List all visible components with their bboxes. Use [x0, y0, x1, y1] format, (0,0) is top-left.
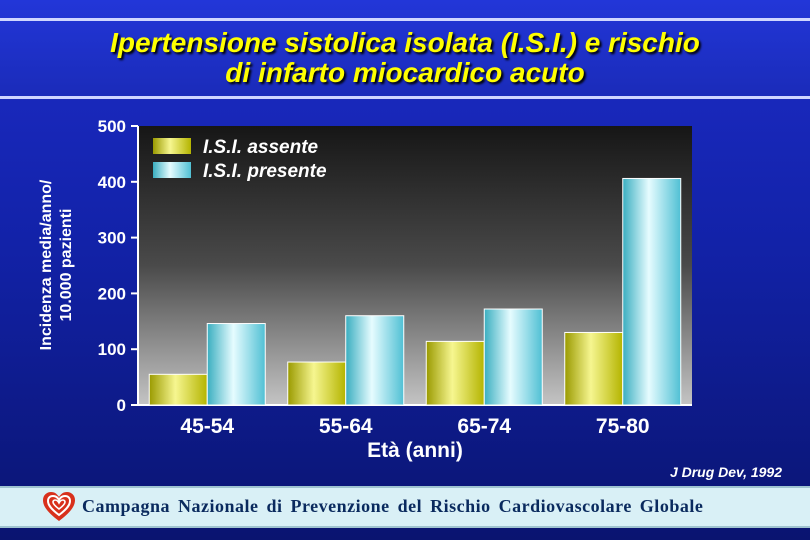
bar-isi-presente	[483, 308, 543, 406]
x-axis: 45-54 55-64 65-74 75-80	[138, 404, 692, 438]
y-axis-label: Incidenza media/anno/ 10.000 pazienti	[38, 179, 75, 350]
bar-chart: 0 100 200 300 400 500 45-54 55-64 65-74 75-80 I.…	[38, 117, 692, 462]
bar-isi-assente	[564, 331, 624, 406]
legend-label-presente: I.S.I. presente	[203, 161, 327, 182]
legend-swatch-assente	[153, 138, 191, 154]
bar-isi-assente	[287, 361, 347, 406]
legend-label-assente: I.S.I. assente	[203, 137, 319, 158]
y-axis-label-line-1: Incidenza media/anno/	[38, 179, 55, 350]
title-bottom-rule	[0, 96, 810, 99]
y-axis: 0 100 200 300 400 500	[98, 117, 139, 415]
title-top-rule	[0, 18, 810, 21]
bar-isi-presente	[622, 177, 682, 406]
legend-swatch-presente	[153, 162, 191, 178]
bars	[148, 177, 682, 406]
title-line-2: di infarto miocardico acuto	[225, 57, 585, 88]
y-tick-label: 0	[117, 396, 126, 415]
title-band	[0, 0, 810, 100]
x-tick-label: 65-74	[457, 415, 511, 438]
bar-isi-assente	[148, 373, 208, 406]
y-axis-label-line-2: 10.000 pazienti	[58, 209, 75, 322]
slide-title: Ipertensione sistolica isolata (I.S.I.) …	[0, 28, 810, 88]
x-axis-label: Età (anni)	[367, 439, 463, 462]
y-tick-label: 300	[98, 229, 126, 248]
footer-banner: Campagna Nazionale di Prevenzione del Ri…	[0, 486, 810, 528]
source-citation: J Drug Dev, 1992	[669, 464, 782, 480]
y-tick-label: 400	[98, 173, 126, 192]
x-tick-label: 75-80	[596, 415, 650, 438]
bar-isi-presente	[345, 315, 405, 406]
legend: I.S.I. assente I.S.I. presente	[153, 137, 327, 182]
y-tick-label: 200	[98, 284, 126, 303]
y-tick-label: 500	[98, 117, 126, 136]
title-line-1: Ipertensione sistolica isolata (I.S.I.) …	[110, 27, 700, 58]
x-tick-label: 45-54	[180, 415, 234, 438]
footer-text: Campagna Nazionale di Prevenzione del Ri…	[82, 496, 704, 516]
heart-logo-icon	[43, 492, 75, 521]
bar-isi-assente	[425, 340, 485, 406]
x-tick-label: 55-64	[319, 415, 373, 438]
bar-isi-presente	[206, 323, 266, 406]
y-tick-label: 100	[98, 340, 126, 359]
